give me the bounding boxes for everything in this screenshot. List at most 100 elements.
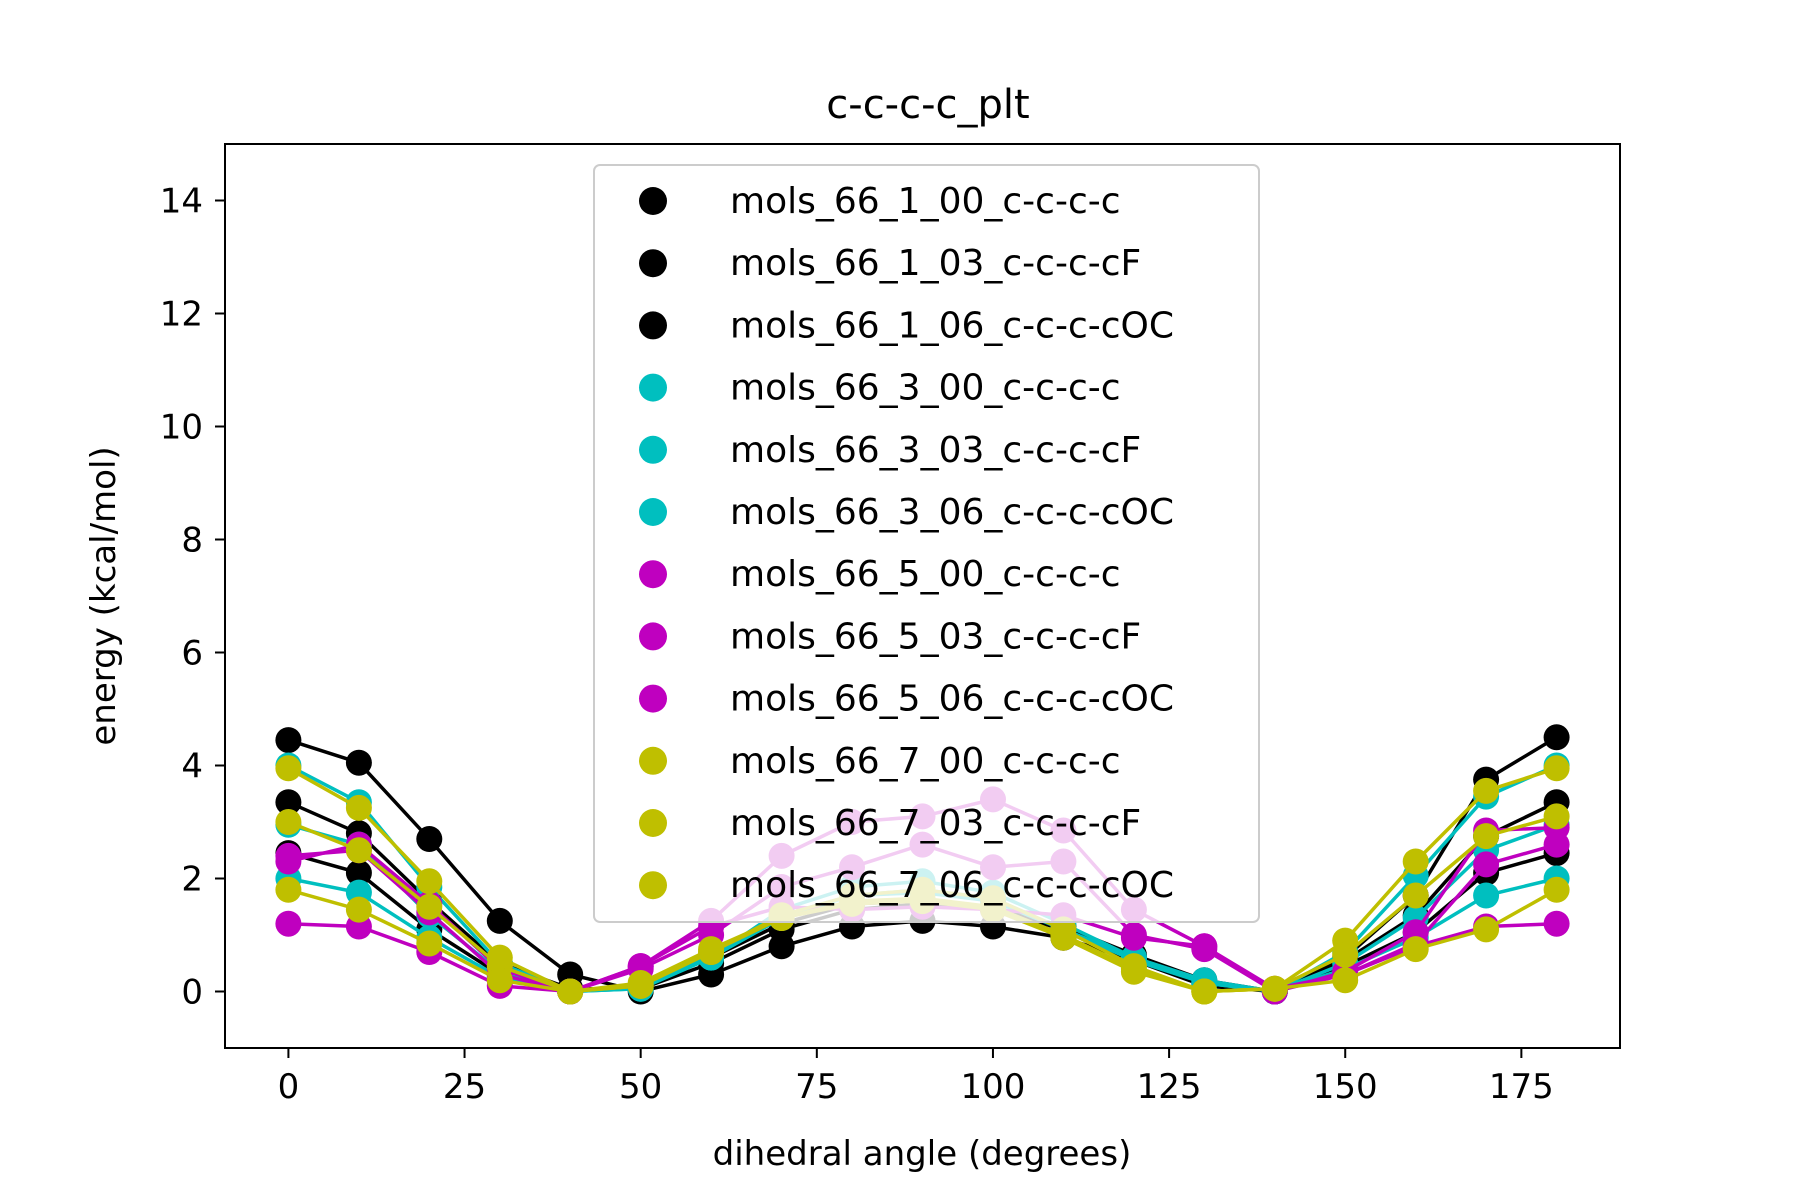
data-point bbox=[275, 727, 302, 754]
data-point bbox=[275, 842, 302, 869]
data-point bbox=[1473, 916, 1500, 943]
data-point bbox=[275, 755, 302, 782]
legend-item: mols_66_7_03_c-c-c-cF bbox=[639, 803, 1141, 844]
data-point bbox=[486, 907, 513, 934]
chart-title: c-c-c-c_plt bbox=[826, 82, 1029, 128]
data-point bbox=[1402, 936, 1429, 963]
x-tick-label: 25 bbox=[443, 1067, 486, 1107]
data-point bbox=[1473, 882, 1500, 909]
y-tick-label: 8 bbox=[181, 521, 203, 561]
data-point bbox=[486, 967, 513, 994]
x-axis-label: dihedral angle (degrees) bbox=[713, 1134, 1132, 1174]
x-axis: 0 25 50 75 100 125 150 175 bbox=[278, 1048, 1554, 1107]
x-tick-label: 0 bbox=[278, 1067, 300, 1107]
legend-item: mols_66_3_03_c-c-c-cF bbox=[639, 430, 1141, 471]
data-point bbox=[275, 910, 302, 937]
x-tick-label: 100 bbox=[961, 1067, 1026, 1107]
legend-label: mols_66_3_03_c-c-c-cF bbox=[730, 430, 1141, 471]
legend-item: mols_66_5_00_c-c-c-c bbox=[639, 554, 1121, 595]
data-point bbox=[275, 789, 302, 816]
legend-label: mols_66_3_06_c-c-c-cOC bbox=[730, 492, 1174, 533]
legend-frame bbox=[593, 164, 1260, 923]
legend-marker bbox=[639, 871, 667, 900]
data-point bbox=[1402, 848, 1429, 875]
data-point bbox=[1543, 831, 1570, 858]
data-point bbox=[1191, 933, 1218, 960]
legend-marker bbox=[639, 746, 667, 775]
data-point bbox=[1543, 755, 1570, 782]
data-point bbox=[1473, 851, 1500, 878]
legend-item: mols_66_1_03_c-c-c-cF bbox=[639, 243, 1141, 284]
legend: mols_66_1_00_c-c-c-c mols_66_1_03_c-c-c-c… bbox=[593, 164, 1260, 923]
legend-label: mols_66_7_03_c-c-c-cF bbox=[730, 803, 1141, 844]
legend-label: mols_66_3_00_c-c-c-c bbox=[730, 368, 1121, 409]
legend-item: mols_66_3_00_c-c-c-c bbox=[639, 368, 1121, 409]
y-tick-label: 12 bbox=[160, 295, 203, 335]
legend-item: mols_66_1_00_c-c-c-c bbox=[639, 181, 1121, 222]
legend-item: mols_66_1_06_c-c-c-cOC bbox=[639, 305, 1174, 346]
data-point bbox=[698, 936, 725, 963]
legend-label: mols_66_5_06_c-c-c-cOC bbox=[730, 679, 1174, 720]
y-tick-label: 0 bbox=[181, 973, 203, 1013]
data-point bbox=[1473, 777, 1500, 804]
data-point bbox=[1120, 958, 1147, 985]
legend-marker bbox=[639, 249, 667, 278]
y-tick-label: 6 bbox=[181, 634, 203, 674]
data-point bbox=[416, 868, 443, 895]
data-point bbox=[627, 970, 654, 996]
data-point bbox=[1261, 975, 1288, 1002]
legend-marker bbox=[639, 809, 667, 837]
data-point bbox=[1332, 941, 1359, 968]
data-point bbox=[416, 930, 443, 957]
legend-label: mols_66_1_03_c-c-c-cF bbox=[730, 243, 1141, 284]
x-tick-label: 75 bbox=[795, 1067, 838, 1107]
legend-item: mols_66_7_06_c-c-c-cOC bbox=[639, 865, 1174, 906]
legend-label: mols_66_1_06_c-c-c-cOC bbox=[730, 305, 1174, 346]
legend-item: mols_66_5_03_c-c-c-cF bbox=[639, 616, 1141, 657]
data-point bbox=[345, 859, 372, 886]
data-point bbox=[1543, 724, 1570, 751]
legend-item: mols_66_5_06_c-c-c-cOC bbox=[639, 679, 1174, 720]
data-point bbox=[1543, 803, 1570, 830]
data-point bbox=[1543, 910, 1570, 937]
y-tick-label: 2 bbox=[181, 860, 203, 900]
legend-marker bbox=[639, 435, 667, 464]
legend-label: mols_66_5_03_c-c-c-cF bbox=[730, 616, 1141, 657]
legend-marker bbox=[639, 622, 667, 651]
x-tick-label: 175 bbox=[1489, 1067, 1554, 1107]
legend-marker bbox=[639, 311, 667, 340]
data-point bbox=[1050, 924, 1077, 951]
legend-marker bbox=[639, 498, 667, 526]
y-axis-label: energy (kcal/mol) bbox=[84, 446, 124, 745]
data-point bbox=[1332, 967, 1359, 994]
legend-item: mols_66_3_06_c-c-c-cOC bbox=[639, 492, 1174, 533]
data-point bbox=[345, 749, 372, 776]
data-point bbox=[557, 978, 584, 1005]
y-tick-label: 4 bbox=[181, 747, 203, 787]
legend-item: mols_66_7_00_c-c-c-c bbox=[639, 741, 1121, 782]
plot-frame bbox=[224, 143, 1621, 1049]
y-tick-label: 10 bbox=[160, 408, 203, 448]
x-tick-label: 125 bbox=[1137, 1067, 1202, 1107]
data-point bbox=[275, 809, 302, 835]
data-point bbox=[1473, 823, 1500, 850]
legend-label: mols_66_1_00_c-c-c-c bbox=[730, 181, 1121, 222]
data-point bbox=[345, 837, 372, 864]
data-point bbox=[1191, 978, 1218, 1005]
x-tick-label: 50 bbox=[619, 1067, 662, 1107]
legend-marker bbox=[639, 187, 667, 215]
legend-marker bbox=[639, 684, 667, 713]
x-tick-label: 150 bbox=[1313, 1067, 1378, 1107]
legend-label: mols_66_5_00_c-c-c-c bbox=[730, 554, 1121, 595]
y-tick-label: 14 bbox=[160, 182, 203, 222]
legend-label: mols_66_7_06_c-c-c-cOC bbox=[730, 865, 1174, 906]
legend-marker bbox=[639, 560, 667, 589]
y-axis: 0 2 4 6 8 10 12 14 bbox=[160, 182, 225, 1013]
data-point bbox=[1402, 882, 1429, 909]
data-point bbox=[1120, 924, 1147, 951]
data-point bbox=[1543, 876, 1570, 903]
data-point bbox=[416, 826, 443, 852]
legend-marker bbox=[639, 373, 667, 402]
data-point bbox=[345, 794, 372, 821]
